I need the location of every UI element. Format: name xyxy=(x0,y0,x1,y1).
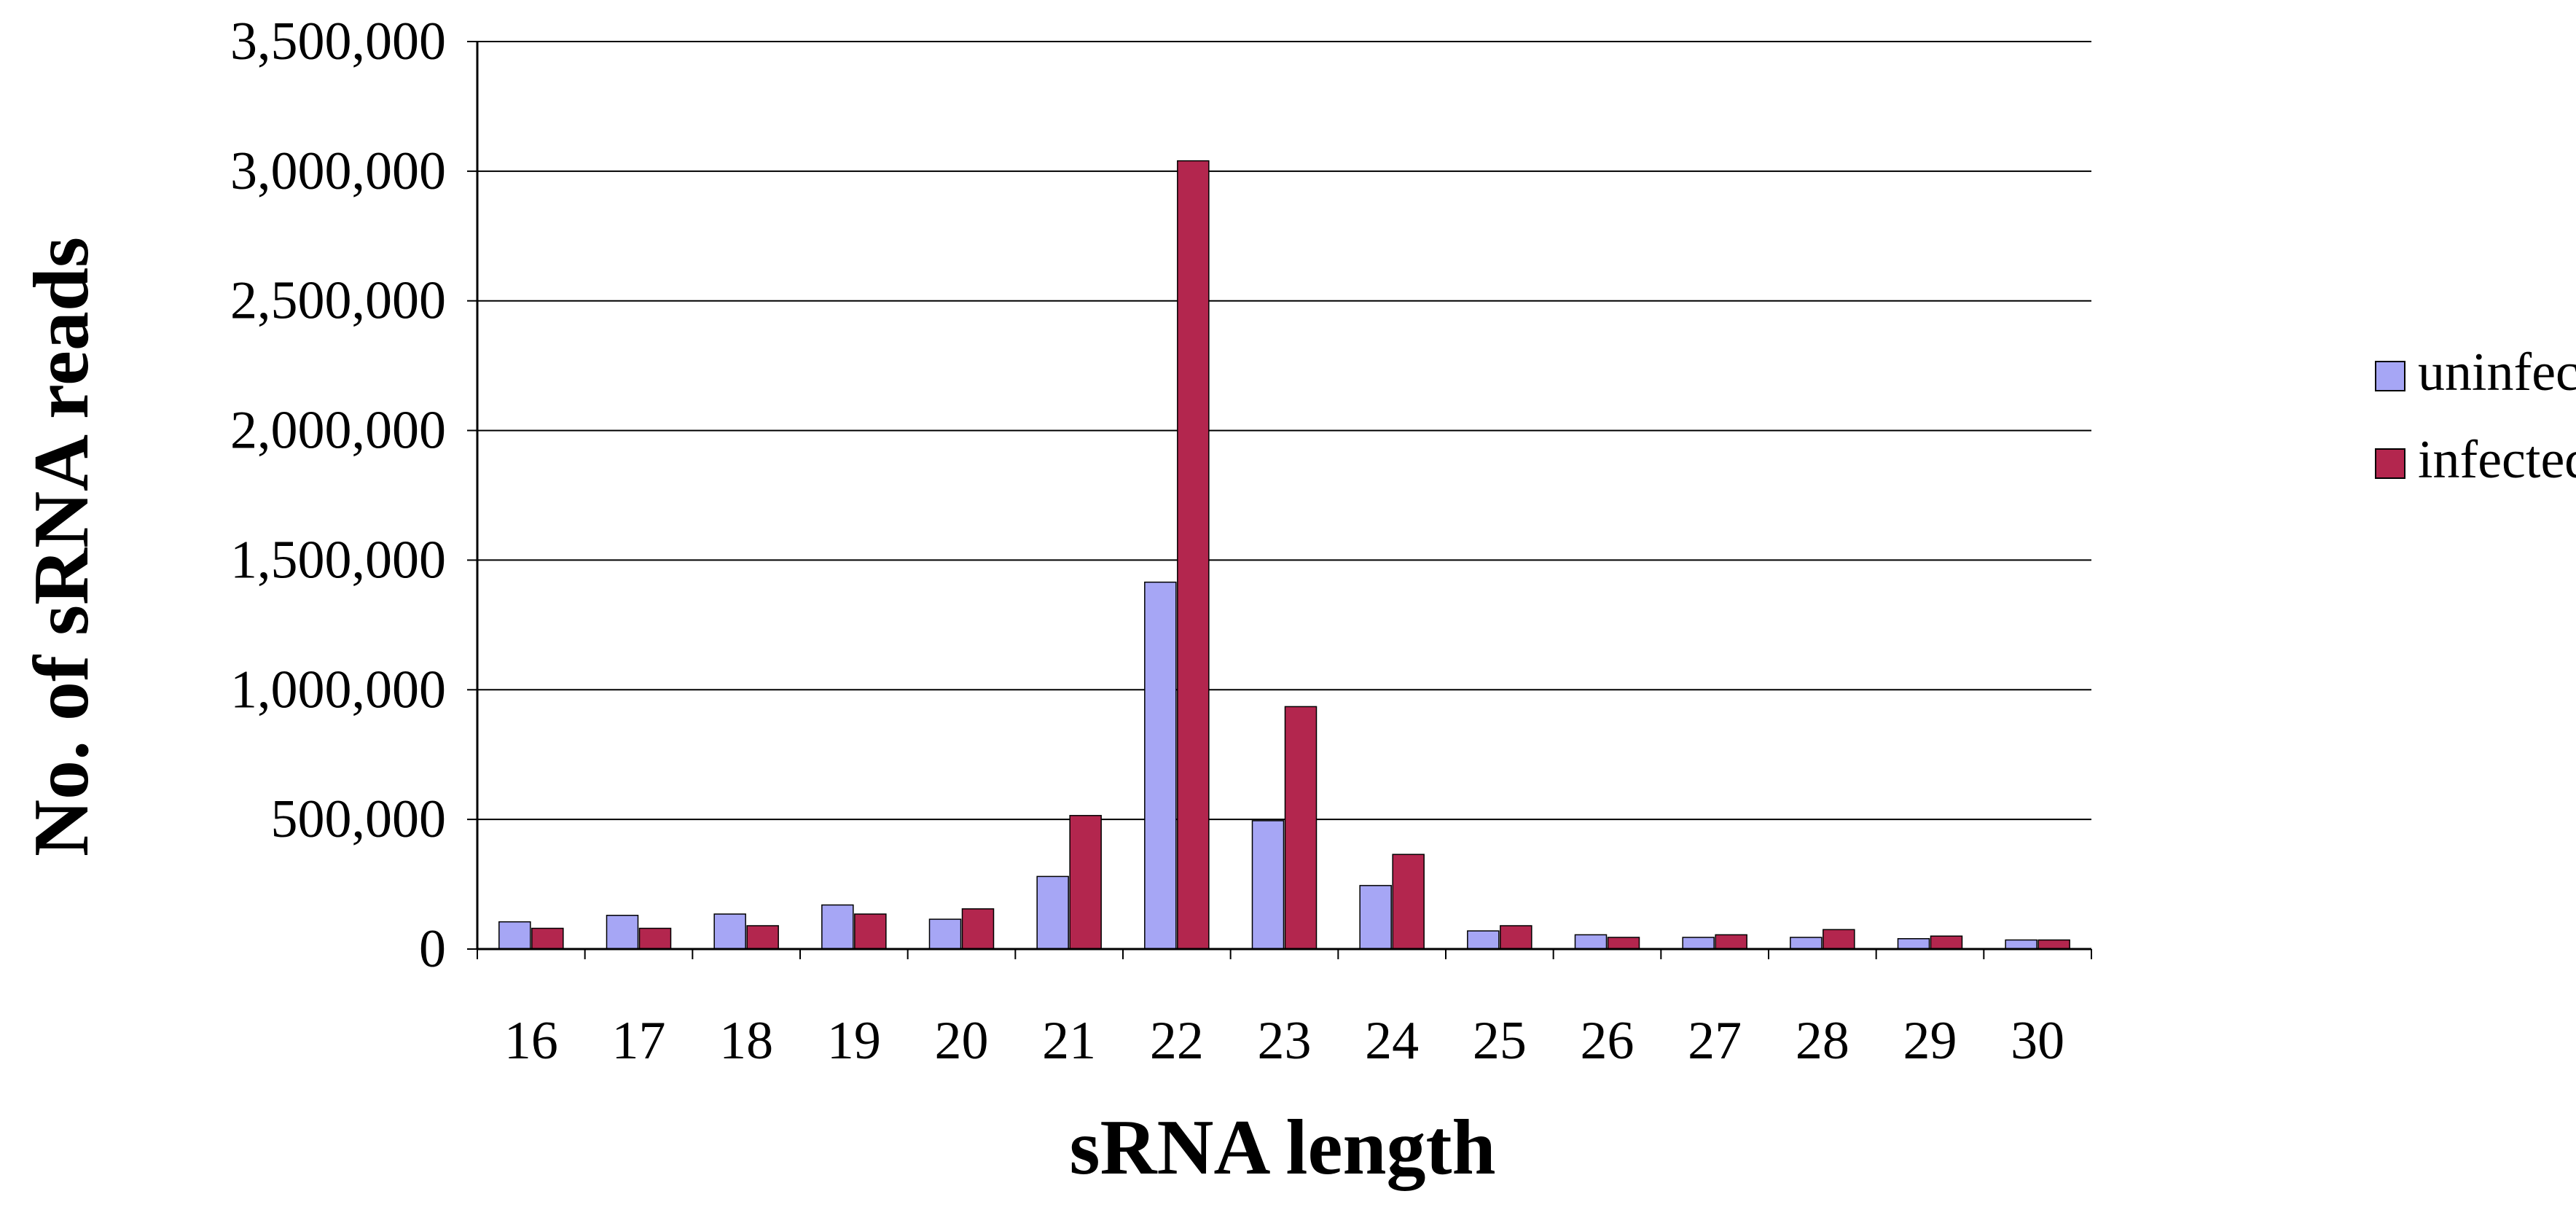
bar-uninfected-21 xyxy=(1036,875,1069,950)
bar-infected-29 xyxy=(1930,935,1963,950)
y-axis-title: No. of sRNA reads xyxy=(18,237,105,856)
y-tick-label: 2,000,000 xyxy=(230,401,446,461)
legend-label-infected: infected xyxy=(2418,430,2576,490)
bar-uninfected-18 xyxy=(713,913,746,950)
x-tick-label: 20 xyxy=(935,1011,989,1071)
bar-infected-18 xyxy=(746,925,779,950)
y-tick-label: 1,000,000 xyxy=(230,660,446,719)
x-tick-label: 22 xyxy=(1150,1011,1204,1071)
bar-uninfected-26 xyxy=(1574,934,1608,950)
bar-uninfected-30 xyxy=(2005,939,2037,950)
legend-label-uninfected: uninfected xyxy=(2418,343,2576,402)
x-tick-label: 24 xyxy=(1365,1011,1419,1071)
x-tick-label: 23 xyxy=(1258,1011,1312,1071)
x-tick-label: 17 xyxy=(612,1011,666,1071)
y-tick-label: 3,000,000 xyxy=(230,141,446,201)
bar-infected-25 xyxy=(1500,925,1532,950)
x-tick-label: 27 xyxy=(1688,1011,1742,1071)
bar-uninfected-17 xyxy=(606,915,639,950)
y-tick-label: 500,000 xyxy=(271,789,447,849)
bar-infected-26 xyxy=(1607,937,1640,950)
x-tick-label: 21 xyxy=(1042,1011,1096,1071)
y-tick-label: 1,500,000 xyxy=(230,530,446,590)
bar-infected-19 xyxy=(854,913,887,950)
bar-infected-28 xyxy=(1823,929,1855,950)
bar-infected-20 xyxy=(961,908,995,950)
bar-infected-22 xyxy=(1177,160,1210,950)
y-tick-label: 0 xyxy=(419,919,446,979)
x-tick-label: 16 xyxy=(504,1011,558,1071)
x-tick-label: 26 xyxy=(1581,1011,1635,1071)
x-tick-label: 29 xyxy=(1903,1011,1957,1071)
x-axis-title: sRNA length xyxy=(1069,1104,1495,1191)
x-tick-label: 28 xyxy=(1796,1011,1849,1071)
legend-swatch-uninfected xyxy=(2375,361,2405,391)
bar-infected-17 xyxy=(638,927,672,950)
x-tick-label: 25 xyxy=(1473,1011,1527,1071)
bar-uninfected-22 xyxy=(1144,581,1177,950)
x-tick-label: 30 xyxy=(2011,1011,2064,1071)
legend: uninfected infected xyxy=(2375,343,2576,490)
bar-uninfected-27 xyxy=(1682,937,1715,950)
x-tick-label: 18 xyxy=(719,1011,773,1071)
bar-infected-30 xyxy=(2037,939,2070,950)
y-tick-label: 2,500,000 xyxy=(230,271,446,331)
bar-uninfected-23 xyxy=(1251,820,1285,950)
bar-uninfected-19 xyxy=(821,904,854,950)
bar-uninfected-24 xyxy=(1359,885,1392,950)
bar-uninfected-20 xyxy=(928,918,962,950)
y-tick-label: 3,500,000 xyxy=(230,12,446,71)
legend-swatch-infected xyxy=(2375,448,2405,479)
bar-infected-27 xyxy=(1715,934,1747,950)
x-tick-label: 19 xyxy=(827,1011,881,1071)
bar-infected-23 xyxy=(1284,706,1318,950)
bar-uninfected-16 xyxy=(498,921,531,950)
bar-infected-21 xyxy=(1069,815,1102,950)
bar-infected-16 xyxy=(531,927,564,950)
bar-uninfected-25 xyxy=(1467,930,1500,950)
bar-uninfected-28 xyxy=(1790,937,1823,950)
bar-infected-24 xyxy=(1392,854,1425,950)
bar-uninfected-29 xyxy=(1897,938,1930,950)
